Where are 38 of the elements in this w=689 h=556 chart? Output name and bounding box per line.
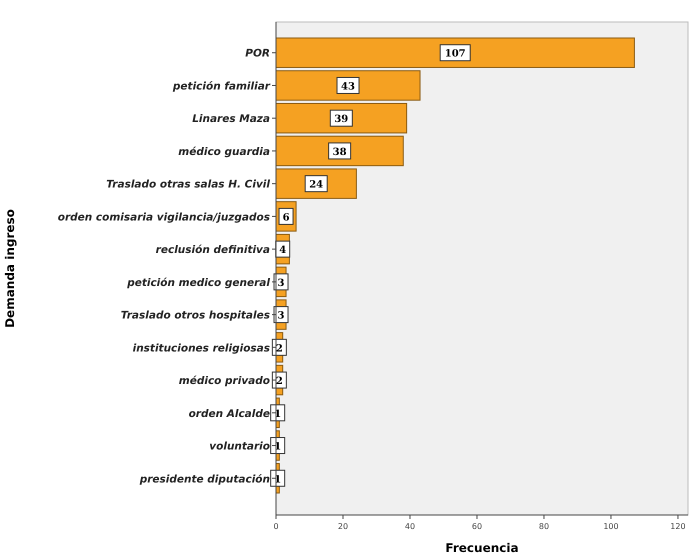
data-label: 4 — [279, 245, 286, 256]
data-label: 38 — [332, 146, 347, 158]
y-tick-label: Traslado otras salas H. Civil — [106, 178, 270, 191]
x-tick-label: 20 — [338, 522, 348, 531]
bar — [276, 70, 421, 101]
y-tick-label: orden Alcalde — [188, 408, 270, 420]
data-label: 3 — [278, 310, 285, 322]
data-label: 107 — [444, 48, 466, 60]
y-tick-label: petición medico general — [126, 276, 270, 289]
y-tick-label: orden comisaria vigilancia/juzgados — [58, 211, 270, 224]
y-axis-title: Demanda ingreso — [3, 209, 17, 328]
x-axis-title: Frecuencia — [445, 541, 519, 555]
x-tick-label: 100 — [603, 522, 619, 531]
y-tick-label: médico guardia — [178, 146, 270, 158]
y-tick-label: presidente diputación — [138, 473, 270, 486]
x-tick-label: 60 — [472, 522, 482, 531]
y-tick-label: POR — [245, 48, 270, 60]
data-label: 24 — [309, 180, 324, 191]
bar — [276, 136, 404, 166]
data-label: 2 — [276, 343, 283, 354]
y-tick-label: médico privado — [178, 375, 270, 388]
bar — [276, 38, 635, 68]
y-tick-label: Traslado otros hospitales — [120, 310, 270, 322]
y-tick-label: reclusión definitiva — [156, 244, 270, 256]
data-label: 6 — [282, 212, 290, 224]
x-tick-label: 80 — [538, 522, 550, 531]
data-label: 3 — [278, 278, 285, 289]
bar — [276, 102, 408, 134]
y-tick-label: Linares Maza — [192, 113, 270, 126]
data-label: 2 — [276, 376, 283, 388]
x-tick-label: 0 — [273, 522, 279, 531]
y-tick-label: instituciones religiosas — [132, 342, 270, 354]
x-tick-label: 120 — [670, 522, 686, 531]
data-label: 43 — [341, 81, 356, 92]
x-tick-label: 40 — [404, 522, 416, 531]
y-tick-label: voluntario — [209, 440, 270, 453]
data-label: 39 — [334, 114, 348, 126]
y-tick-label: petición familiar — [172, 80, 271, 92]
